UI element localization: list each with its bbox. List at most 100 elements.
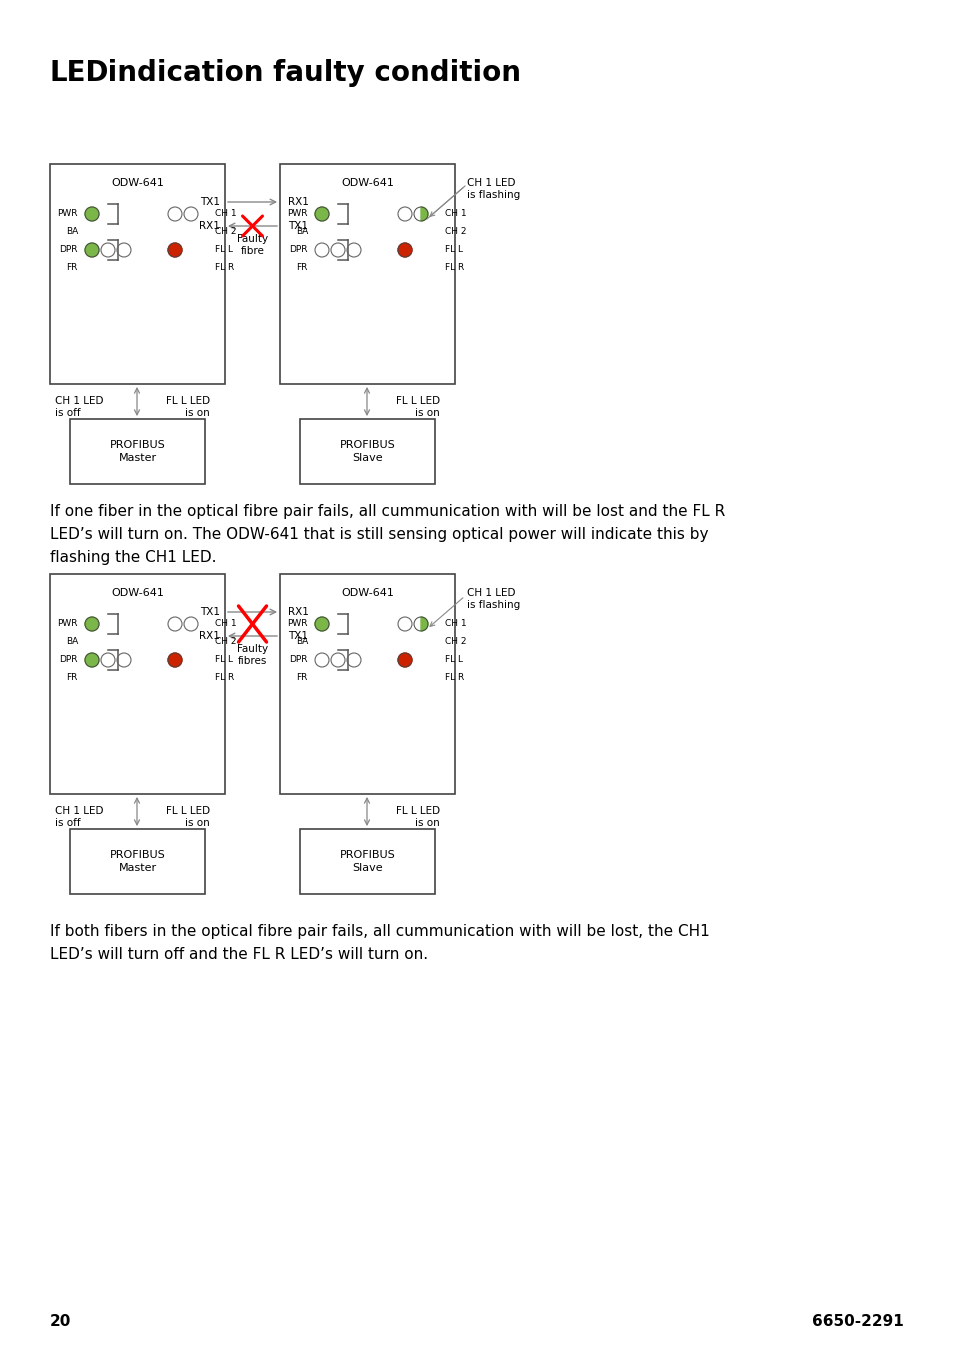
Circle shape [397,207,412,221]
Text: PWR: PWR [287,210,308,218]
Text: ODW-641: ODW-641 [341,588,394,598]
Text: CH 1 LED
is flashing: CH 1 LED is flashing [467,177,519,200]
Circle shape [117,242,131,257]
Circle shape [101,653,115,668]
Text: CH 1: CH 1 [214,210,236,218]
Text: CH 2: CH 2 [214,638,236,646]
Circle shape [168,653,182,668]
Text: CH 1 LED
is off: CH 1 LED is off [55,806,103,829]
Circle shape [85,617,99,631]
Text: PWR: PWR [57,620,78,628]
Text: CH 1: CH 1 [444,210,466,218]
Circle shape [168,617,182,631]
Text: LED: LED [50,60,110,87]
Text: FL L LED
is on: FL L LED is on [166,806,210,829]
Text: DPR: DPR [59,245,78,255]
Text: PROFIBUS
Master: PROFIBUS Master [110,440,165,463]
Bar [70,829,205,894]
Text: PROFIBUS
Master: PROFIBUS Master [110,850,165,873]
Circle shape [397,242,412,257]
Text: ODW-641: ODW-641 [111,588,164,598]
Text: CH 2: CH 2 [444,227,466,237]
Circle shape [184,617,198,631]
Text: TX1: TX1 [200,607,220,617]
Text: FL R: FL R [444,673,464,682]
Text: CH 1: CH 1 [444,620,466,628]
Text: FL L: FL L [444,655,462,665]
Bar [299,418,435,483]
Text: TX1: TX1 [288,631,308,640]
Text: FR: FR [296,673,308,682]
Text: RX1: RX1 [199,631,220,640]
Text: FR: FR [67,673,78,682]
Text: CH 1: CH 1 [214,620,236,628]
Text: CH 2: CH 2 [214,227,236,237]
Text: CH 1 LED
is off: CH 1 LED is off [55,395,103,418]
Circle shape [414,207,428,221]
Text: FL L LED
is on: FL L LED is on [395,395,439,418]
Text: 6650-2291: 6650-2291 [811,1313,903,1330]
Circle shape [314,617,329,631]
Text: BA: BA [66,638,78,646]
Text: CH 2: CH 2 [444,638,466,646]
Text: RX1: RX1 [288,607,309,617]
Circle shape [168,207,182,221]
Text: BA: BA [66,227,78,237]
Circle shape [397,653,412,668]
Text: CH 1 LED
is flashing: CH 1 LED is flashing [467,588,519,611]
Text: FL L: FL L [214,655,233,665]
Circle shape [85,207,99,221]
Circle shape [101,242,115,257]
Circle shape [85,653,99,668]
Text: Faulty
fibres: Faulty fibres [236,645,268,666]
Bar [50,164,225,385]
Text: FR: FR [296,264,308,272]
Circle shape [117,653,131,668]
Text: FL L: FL L [444,245,462,255]
Text: PROFIBUS
Slave: PROFIBUS Slave [339,850,395,873]
Text: DPR: DPR [59,655,78,665]
Text: FL L LED
is on: FL L LED is on [395,806,439,829]
Text: If both fibers in the optical fibre pair fails, all cummunication with will be l: If both fibers in the optical fibre pair… [50,923,709,961]
Text: BA: BA [295,638,308,646]
Text: FL L LED
is on: FL L LED is on [166,395,210,418]
Text: Faulty
fibre: Faulty fibre [236,234,268,256]
Text: FL R: FL R [214,264,234,272]
Circle shape [314,242,329,257]
Circle shape [331,242,345,257]
Bar [280,164,455,385]
Text: DPR: DPR [289,245,308,255]
Polygon shape [420,617,428,631]
Text: ODW-641: ODW-641 [341,177,394,188]
Text: DPR: DPR [289,655,308,665]
Circle shape [397,617,412,631]
Text: RX1: RX1 [199,221,220,232]
Text: FL R: FL R [214,673,234,682]
Text: TX1: TX1 [288,221,308,232]
Circle shape [314,207,329,221]
Text: FL R: FL R [444,264,464,272]
Circle shape [184,207,198,221]
Bar [299,829,435,894]
Text: indication faulty condition: indication faulty condition [98,60,520,87]
Circle shape [414,617,428,631]
Text: PWR: PWR [57,210,78,218]
Text: ODW-641: ODW-641 [111,177,164,188]
Circle shape [347,242,360,257]
Text: FL L: FL L [214,245,233,255]
Circle shape [85,242,99,257]
Circle shape [347,653,360,668]
Bar [280,574,455,793]
Text: If one fiber in the optical fibre pair fails, all cummunication with will be los: If one fiber in the optical fibre pair f… [50,504,724,565]
Text: BA: BA [295,227,308,237]
Circle shape [314,653,329,668]
Text: PWR: PWR [287,620,308,628]
Bar [50,574,225,793]
Text: 20: 20 [50,1313,71,1330]
Text: FR: FR [67,264,78,272]
Text: PROFIBUS
Slave: PROFIBUS Slave [339,440,395,463]
Circle shape [168,242,182,257]
Bar [70,418,205,483]
Polygon shape [420,207,428,221]
Circle shape [331,653,345,668]
